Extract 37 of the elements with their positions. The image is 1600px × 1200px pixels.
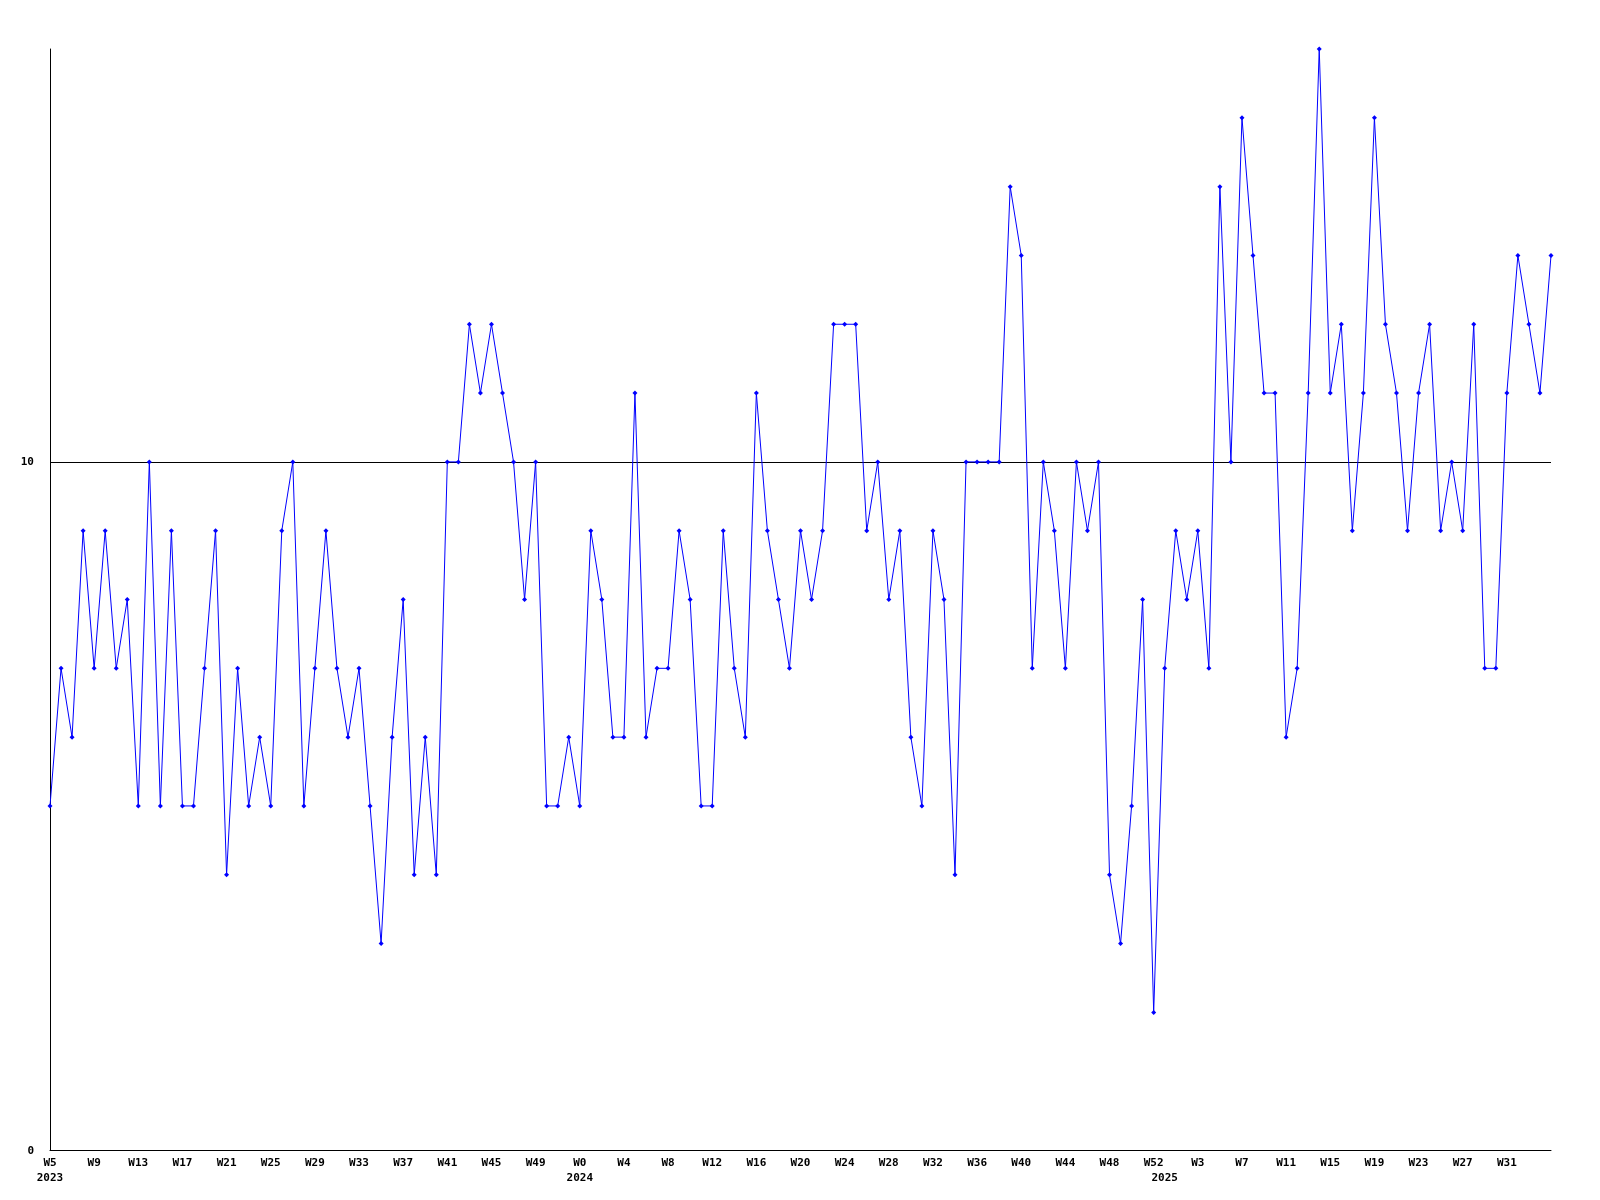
x-tick-label: W28 — [878, 1156, 899, 1169]
x-tick-label: W48 — [1099, 1156, 1120, 1169]
x-tick-label: W3 — [1191, 1156, 1205, 1169]
x-tick-label: W8 — [661, 1156, 675, 1169]
x-tick-label: W12 — [702, 1156, 723, 1169]
x-tick-label: W0 2024 — [566, 1156, 594, 1184]
x-tick-label: W27 — [1452, 1156, 1473, 1169]
x-tick-label: W21 — [216, 1156, 237, 1169]
x-tick-label: W19 — [1364, 1156, 1385, 1169]
x-tick-label: W40 — [1011, 1156, 1032, 1169]
x-tick-label: W45 — [481, 1156, 502, 1169]
x-tick-label: W23 — [1408, 1156, 1429, 1169]
x-tick-label: W29 — [304, 1156, 325, 1169]
x-tick-label: W15 — [1320, 1156, 1341, 1169]
x-tick-label: W44 — [1055, 1156, 1076, 1169]
x-tick-label: W5 2023 — [36, 1156, 64, 1184]
x-tick-label: W49 — [525, 1156, 546, 1169]
x-tick-label: W41 — [437, 1156, 458, 1169]
x-tick-label: W20 — [790, 1156, 811, 1169]
x-tick-label: W13 — [128, 1156, 149, 1169]
x-tick-label: W16 — [746, 1156, 767, 1169]
x-tick-label: W17 — [172, 1156, 193, 1169]
x-tick-label: W24 — [834, 1156, 855, 1169]
y-tick-label: 10 — [20, 455, 34, 469]
x-tick-label: W4 — [617, 1156, 631, 1169]
x-tick-label: W31 — [1496, 1156, 1518, 1169]
x-tick-label: 2025 — [1151, 1171, 1178, 1184]
x-tick-label: W11 — [1276, 1156, 1297, 1169]
x-tick-label: W7 — [1235, 1156, 1249, 1169]
x-tick-label: W37 — [393, 1156, 414, 1169]
y-tick-label: 0 — [27, 1143, 34, 1157]
x-tick-label: W52 — [1143, 1156, 1164, 1169]
x-tick-label: W9 — [87, 1156, 101, 1169]
x-tick-label: W36 — [967, 1156, 988, 1169]
x-tick-label: W25 — [260, 1156, 281, 1169]
x-tick-label: W32 — [923, 1156, 943, 1169]
x-tick-label: W33 — [349, 1156, 369, 1169]
